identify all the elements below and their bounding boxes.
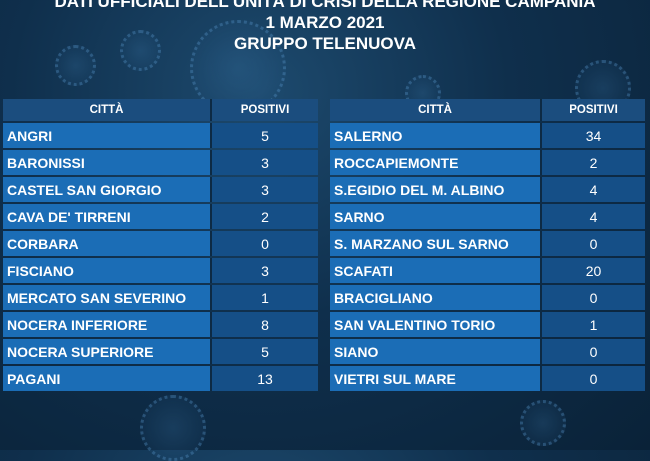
right-table: CITTÀ POSITIVI SALERNO 34 ROCCAPIEMONTE 2 S.… (330, 97, 645, 393)
city-cell: S. MARZANO SUL SARNO (330, 231, 542, 256)
positive-cell: 0 (542, 339, 645, 364)
positive-cell: 0 (212, 231, 318, 256)
virus-decoration-icon (520, 400, 566, 446)
positive-cell: 5 (212, 339, 318, 364)
table-row: CORBARA 0 (3, 231, 318, 256)
table-row: NOCERA INFERIORE 8 (3, 312, 318, 337)
positive-cell: 1 (542, 312, 645, 337)
positive-cell: 3 (212, 177, 318, 202)
title-source: GRUPPO TELENUOVA (234, 34, 416, 53)
city-cell: CASTEL SAN GIORGIO (3, 177, 212, 202)
table-row: MERCATO SAN SEVERINO 1 (3, 285, 318, 310)
table-row: BRACIGLIANO 0 (330, 285, 645, 310)
city-cell: NOCERA INFERIORE (3, 312, 212, 337)
table-row: ROCCAPIEMONTE 2 (330, 150, 645, 175)
positive-cell: 8 (212, 312, 318, 337)
positive-cell: 1 (212, 285, 318, 310)
positive-cell: 34 (542, 123, 645, 148)
table-row: VIETRI SUL MARE 0 (330, 366, 645, 391)
positive-cell: 20 (542, 258, 645, 283)
virus-decoration-icon (120, 30, 161, 71)
city-cell: FISCIANO (3, 258, 212, 283)
table-row: BARONISSI 3 (3, 150, 318, 175)
positive-cell: 5 (212, 123, 318, 148)
city-cell: SCAFATI (330, 258, 542, 283)
city-cell: SARNO (330, 204, 542, 229)
table-row: SARNO 4 (330, 204, 645, 229)
city-cell: SAN VALENTINO TORIO (330, 312, 542, 337)
positive-cell: 0 (542, 366, 645, 391)
positive-cell: 3 (212, 150, 318, 175)
city-cell: CORBARA (3, 231, 212, 256)
table-row: PAGANI 13 (3, 366, 318, 391)
table-row: CASTEL SAN GIORGIO 3 (3, 177, 318, 202)
column-header-positive: POSITIVI (212, 99, 318, 121)
table-row: SAN VALENTINO TORIO 1 (330, 312, 645, 337)
city-cell: CAVA DE' TIRRENI (3, 204, 212, 229)
table-row: SIANO 0 (330, 339, 645, 364)
city-cell: SALERNO (330, 123, 542, 148)
positive-cell: 13 (212, 366, 318, 391)
positive-cell: 2 (212, 204, 318, 229)
virus-decoration-icon (140, 395, 206, 461)
city-cell: BRACIGLIANO (330, 285, 542, 310)
virus-decoration-icon (55, 45, 96, 86)
city-cell: PAGANI (3, 366, 212, 391)
table-row: ANGRI 5 (3, 123, 318, 148)
positive-cell: 4 (542, 204, 645, 229)
positive-cell: 3 (212, 258, 318, 283)
city-cell: ANGRI (3, 123, 212, 148)
left-table: CITTÀ POSITIVI ANGRI 5 BARONISSI 3 CASTEL SA… (3, 97, 318, 393)
title-date: 1 MARZO 2021 (265, 13, 385, 32)
column-header-city: CITTÀ (3, 99, 212, 121)
positive-cell: 0 (542, 285, 645, 310)
positive-cell: 0 (542, 231, 645, 256)
title-line-1: DATI UFFICIALI DELL'UNITÀ DI CRISI DELLA… (54, 0, 596, 11)
table-row: FISCIANO 3 (3, 258, 318, 283)
city-cell: NOCERA SUPERIORE (3, 339, 212, 364)
table-row: CAVA DE' TIRRENI 2 (3, 204, 318, 229)
city-cell: ROCCAPIEMONTE (330, 150, 542, 175)
city-cell: MERCATO SAN SEVERINO (3, 285, 212, 310)
city-cell: VIETRI SUL MARE (330, 366, 542, 391)
city-cell: S.EGIDIO DEL M. ALBINO (330, 177, 542, 202)
table-row: NOCERA SUPERIORE 5 (3, 339, 318, 364)
column-header-positive: POSITIVI (542, 99, 645, 121)
positive-cell: 2 (542, 150, 645, 175)
table-row: S.EGIDIO DEL M. ALBINO 4 (330, 177, 645, 202)
city-cell: SIANO (330, 339, 542, 364)
table-row: S. MARZANO SUL SARNO 0 (330, 231, 645, 256)
column-header-city: CITTÀ (330, 99, 542, 121)
positive-cell: 4 (542, 177, 645, 202)
city-cell: BARONISSI (3, 150, 212, 175)
table-row: SALERNO 34 (330, 123, 645, 148)
table-row: SCAFATI 20 (330, 258, 645, 283)
